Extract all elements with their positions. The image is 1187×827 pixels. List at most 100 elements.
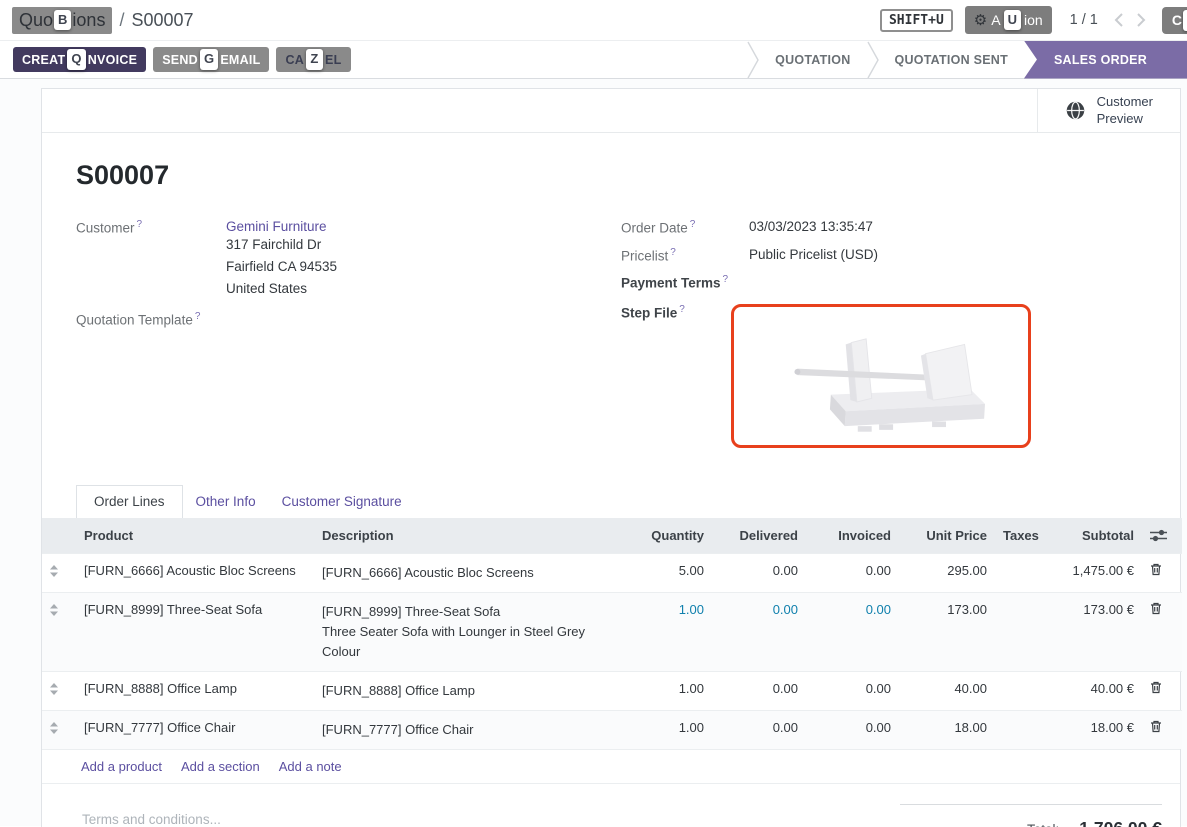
list-footer-links: Add a product Add a section Add a note	[42, 749, 1180, 785]
cell-description[interactable]: [FURN_6666] Acoustic Bloc Screens	[314, 552, 620, 593]
cell-description[interactable]: [FURN_8888] Office Lamp	[314, 671, 620, 711]
customer-preview-button[interactable]: Customer Preview	[1036, 89, 1180, 132]
cell-product[interactable]: [FURN_6666] Acoustic Bloc Screens	[76, 552, 314, 593]
step-chevron-icon	[866, 41, 879, 79]
keyhint-z: Z	[306, 49, 324, 70]
optional-columns-icon[interactable]	[1142, 517, 1182, 553]
cell-product[interactable]: [FURN_8888] Office Lamp	[76, 671, 314, 711]
form-sheet-card: Customer Preview S00007 Customer? Gemini…	[41, 88, 1182, 827]
button-box: Customer Preview	[42, 89, 1180, 133]
customer-link[interactable]: Gemini Furniture	[226, 219, 327, 234]
cell-unit-price[interactable]: 40.00	[899, 671, 995, 711]
breadcrumb-current: S00007	[131, 9, 194, 30]
tab-other-info[interactable]: Other Info	[195, 493, 256, 509]
status-pipeline: QUOTATION QUOTATION SENT SALES ORDER	[747, 40, 1187, 79]
keyhint-b: B	[54, 9, 72, 31]
cell-invoiced[interactable]: 0.00	[806, 671, 899, 711]
cell-description[interactable]: [FURN_7777] Office Chair	[314, 710, 620, 750]
cad-part-render	[794, 337, 985, 432]
cell-delivered[interactable]: 0.00	[712, 710, 806, 750]
customer-address: 317 Fairchild Dr Fairfield CA 94535 Unit…	[226, 237, 338, 296]
column-header-product: Product	[76, 517, 314, 553]
order-date-value[interactable]: 03/03/2023 13:35:47	[749, 219, 873, 234]
cell-quantity[interactable]: 1.00	[620, 671, 712, 711]
status-step-quotation-sent[interactable]: QUOTATION SENT	[894, 52, 1008, 67]
add-note-link[interactable]: Add a note	[278, 759, 342, 775]
help-icon: ?	[136, 219, 143, 230]
edge-hint-badge[interactable]: C	[1161, 6, 1187, 34]
field-payment-terms: Payment Terms?	[621, 274, 1146, 291]
column-header-taxes: Taxes	[995, 517, 1045, 553]
cell-taxes[interactable]	[995, 671, 1045, 711]
status-step-sales-order[interactable]: SALES ORDER	[1023, 40, 1187, 79]
help-icon: ?	[679, 303, 685, 315]
cell-taxes[interactable]	[995, 591, 1045, 672]
create-invoice-button[interactable]: CREAT Q NVOICE	[13, 47, 147, 72]
order-lines-table: Product Description Quantity Delivered I…	[42, 517, 1182, 785]
pricelist-value[interactable]: Public Pricelist (USD)	[749, 246, 879, 262]
payment-terms-label: Payment Terms?	[621, 274, 729, 291]
cell-subtotal: 18.00 €	[1045, 710, 1142, 750]
help-icon: ?	[722, 274, 729, 285]
cell-quantity[interactable]: 1.00	[620, 591, 712, 672]
cell-product[interactable]: [FURN_7777] Office Chair	[76, 710, 314, 750]
cell-invoiced[interactable]: 0.00	[806, 710, 899, 750]
cell-invoiced[interactable]: 0.00	[806, 591, 899, 672]
drag-handle-icon[interactable]	[42, 671, 76, 711]
pager-next-icon[interactable]	[1137, 13, 1146, 27]
cell-delivered[interactable]: 0.00	[712, 591, 806, 672]
quotation-template-label: Quotation Template?	[76, 310, 201, 328]
delete-row-icon[interactable]	[1142, 552, 1182, 593]
cell-taxes[interactable]	[995, 552, 1045, 593]
terms-placeholder[interactable]: Terms and conditions...	[82, 812, 221, 827]
cancel-label-pre: CA	[285, 52, 305, 67]
table-header-row: Product Description Quantity Delivered I…	[42, 517, 1182, 553]
customer-preview-label: Customer Preview	[1096, 93, 1153, 126]
field-pricelist: Pricelist? Public Pricelist (USD)	[621, 247, 1146, 264]
cell-quantity[interactable]: 1.00	[620, 710, 712, 750]
add-product-link[interactable]: Add a product	[81, 759, 162, 775]
cell-taxes[interactable]	[995, 710, 1045, 750]
table-row: [FURN_6666] Acoustic Bloc Screens [FURN_…	[42, 552, 1182, 593]
control-panel: CREAT Q NVOICE SEND G EMAIL CA Z EL QUOTATION …	[0, 40, 1187, 79]
cell-description[interactable]: [FURN_8999] Three-Seat Sofa Three Seater…	[314, 591, 620, 672]
cell-unit-price[interactable]: 18.00	[899, 710, 995, 750]
action-text-pre: A	[991, 12, 1001, 28]
table-row: [FURN_8888] Office Lamp [FURN_8888] Offi…	[42, 671, 1182, 711]
cell-subtotal: 173.00 €	[1045, 591, 1142, 672]
pager-prev-icon[interactable]	[1114, 13, 1123, 27]
drag-handle-icon[interactable]	[42, 552, 76, 593]
cancel-button[interactable]: CA Z EL	[276, 47, 351, 72]
step-file-image[interactable]	[731, 303, 1031, 448]
globe-icon	[1065, 100, 1086, 121]
column-header-description: Description	[314, 517, 620, 553]
tab-order-lines[interactable]: Order Lines	[76, 484, 183, 518]
keyhint-u: U	[1003, 9, 1021, 31]
column-header-invoiced: Invoiced	[806, 517, 899, 553]
cell-delivered[interactable]: 0.00	[712, 552, 806, 593]
delete-row-icon[interactable]	[1142, 591, 1182, 672]
field-grid: Customer? Gemini Furniture 317 Fairchild…	[76, 219, 1146, 459]
cell-delivered[interactable]: 0.00	[712, 671, 806, 711]
cell-product[interactable]: [FURN_8999] Three-Seat Sofa	[76, 591, 314, 672]
drag-handle-icon[interactable]	[42, 591, 76, 672]
delete-row-icon[interactable]	[1142, 671, 1182, 711]
cell-quantity[interactable]: 5.00	[620, 552, 712, 593]
notebook-tabs: Order Lines Other Info Customer Signatur…	[76, 484, 1146, 518]
field-customer: Customer? Gemini Furniture 317 Fairchild…	[76, 219, 601, 300]
main-content: Customer Preview S00007 Customer? Gemini…	[0, 79, 1187, 827]
cell-unit-price[interactable]: 173.00	[899, 591, 995, 672]
add-section-link[interactable]: Add a section	[180, 759, 260, 775]
tab-customer-signature[interactable]: Customer Signature	[281, 493, 402, 509]
breadcrumb-separator: /	[119, 9, 125, 30]
send-email-label-pre: SEND	[162, 52, 198, 67]
send-email-button[interactable]: SEND G EMAIL	[153, 47, 270, 72]
delete-row-icon[interactable]	[1142, 710, 1182, 750]
cell-unit-price[interactable]: 295.00	[899, 552, 995, 593]
cell-invoiced[interactable]: 0.00	[806, 552, 899, 593]
drag-handle-icon[interactable]	[42, 710, 76, 750]
status-step-quotation[interactable]: QUOTATION	[775, 52, 851, 67]
pager-nav	[1114, 13, 1146, 27]
